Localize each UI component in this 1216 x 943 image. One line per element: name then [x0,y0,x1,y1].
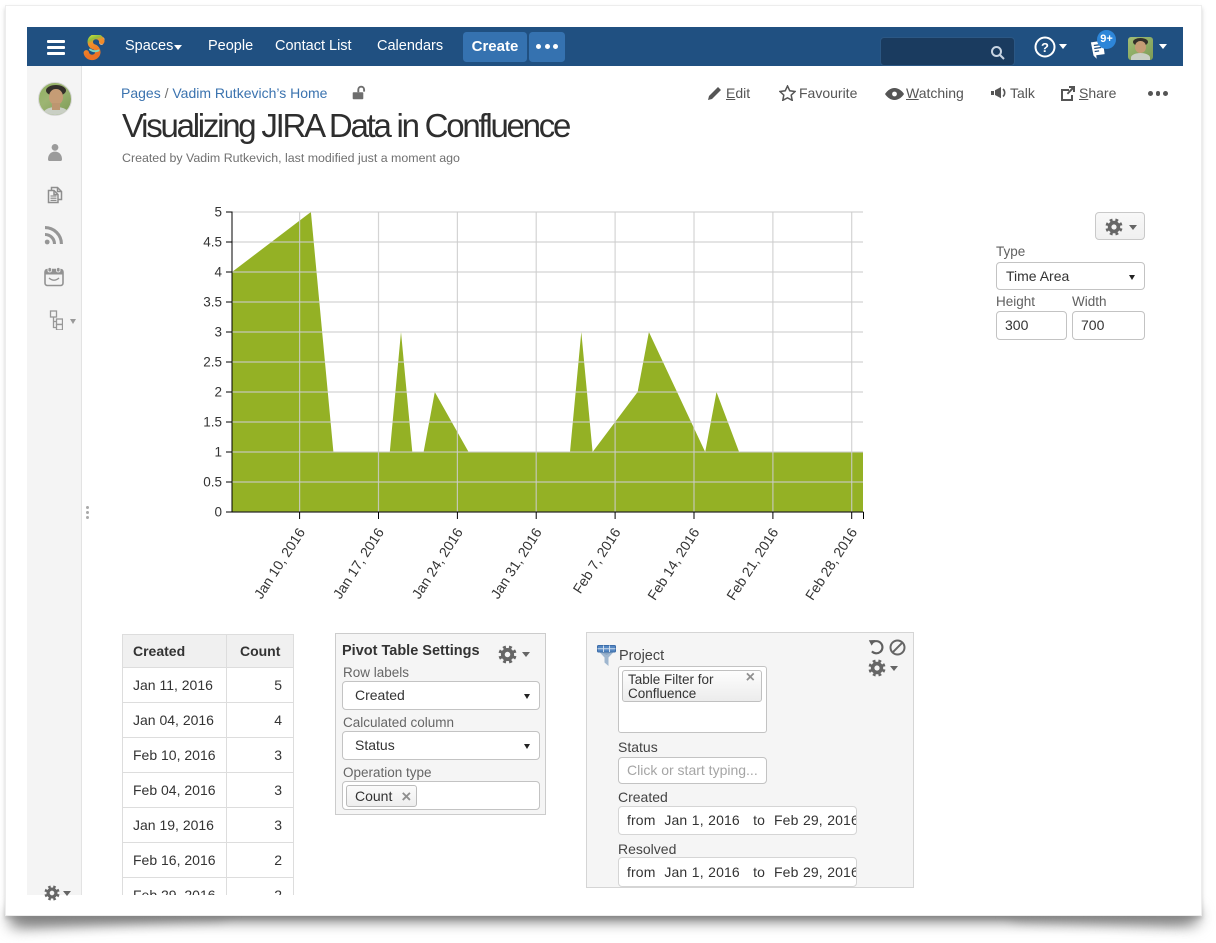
svg-text:3: 3 [214,325,222,340]
svg-text:1: 1 [214,445,222,460]
svg-text:5: 5 [214,205,222,220]
svg-text:Jan 17, 2016: Jan 17, 2016 [329,525,387,602]
svg-text:3.5: 3.5 [203,295,222,310]
svg-text:2.5: 2.5 [203,355,222,370]
svg-text:0.5: 0.5 [203,475,222,490]
svg-text:1.5: 1.5 [203,415,222,430]
svg-text:4: 4 [214,265,222,280]
svg-text:4.5: 4.5 [203,235,222,250]
svg-text:Feb 21, 2016: Feb 21, 2016 [723,525,781,603]
svg-text:0: 0 [214,505,222,520]
svg-text:Jan 31, 2016: Jan 31, 2016 [487,525,545,602]
svg-text:Jan 10, 2016: Jan 10, 2016 [251,525,309,602]
svg-text:Feb 28, 2016: Feb 28, 2016 [802,525,860,603]
svg-text:?: ? [1041,40,1049,55]
svg-text:2: 2 [214,385,222,400]
svg-text:Feb 7, 2016: Feb 7, 2016 [569,525,623,597]
svg-text:Jan 24, 2016: Jan 24, 2016 [408,525,466,602]
svg-text:Feb 14, 2016: Feb 14, 2016 [644,525,702,603]
